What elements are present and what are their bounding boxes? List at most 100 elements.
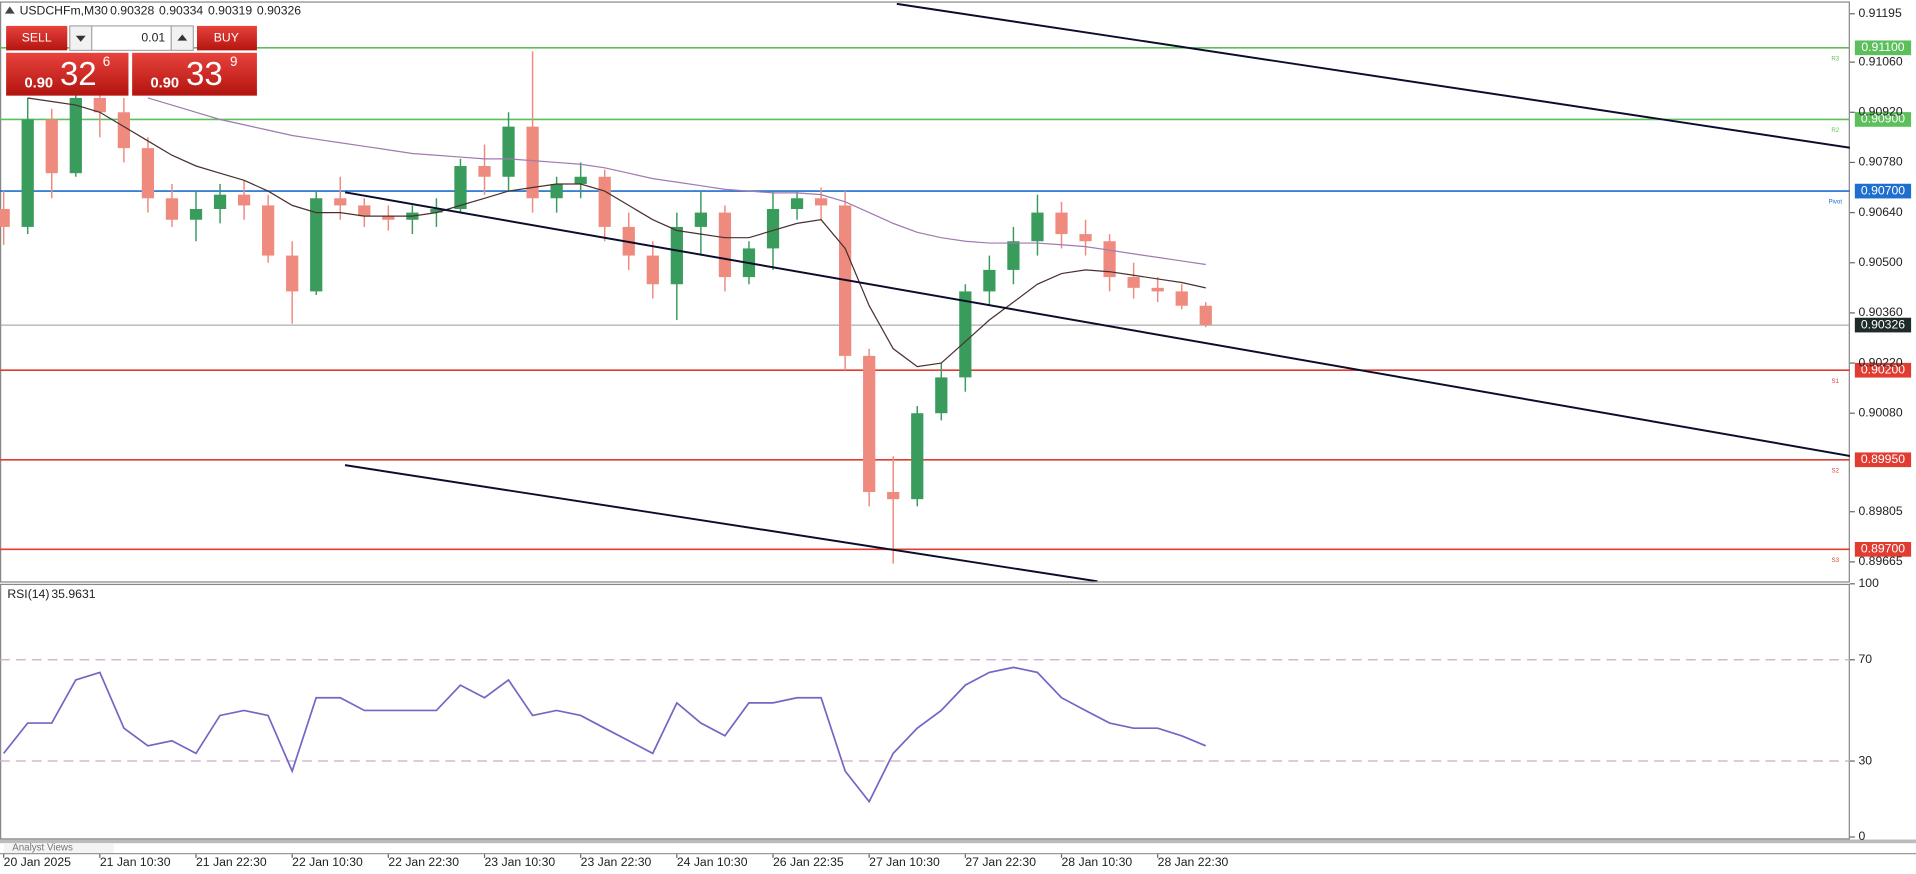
footer-tab[interactable] bbox=[3, 843, 114, 853]
main-panel-frame bbox=[0, 1, 1850, 583]
candle-body bbox=[598, 176, 611, 227]
pivot-level-name: S1 bbox=[1832, 378, 1840, 385]
level-price-box bbox=[1854, 183, 1912, 199]
candle-body bbox=[213, 194, 227, 210]
y-tick-label: 0.89805 bbox=[1858, 504, 1902, 518]
pivot-level-name: Pivot bbox=[1828, 199, 1842, 206]
panel-separator bbox=[0, 839, 1916, 844]
candle-body bbox=[69, 97, 82, 174]
candle-body bbox=[358, 205, 371, 217]
y-tick-label: 30 bbox=[1858, 753, 1872, 767]
y-tick-label: 0.90220 bbox=[1858, 355, 1902, 369]
current-price-box bbox=[1854, 317, 1912, 333]
y-tick-label: 0.90780 bbox=[1858, 155, 1902, 169]
footer-tab-label: Analyst Views bbox=[12, 843, 73, 854]
candle-body bbox=[189, 209, 203, 220]
ohlc-close: 0.90326 bbox=[257, 3, 301, 17]
candle-body bbox=[454, 166, 467, 210]
lot-value: 0.01 bbox=[141, 30, 165, 44]
candle-body bbox=[286, 255, 299, 292]
sell-price-box[interactable] bbox=[6, 52, 129, 96]
candle-body bbox=[502, 126, 515, 177]
moving-average bbox=[27, 97, 1206, 368]
y-tick-label: 100 bbox=[1858, 576, 1879, 590]
x-tick-label: 22 Jan 22:30 bbox=[388, 855, 459, 869]
candle-body bbox=[550, 183, 563, 199]
pivot-level-name: S3 bbox=[1832, 557, 1840, 564]
candle-body bbox=[935, 377, 948, 414]
rsi-title: RSI(14) bbox=[7, 587, 49, 601]
y-tick-label: 0.91060 bbox=[1858, 54, 1902, 68]
level-price-label: 0.89950 bbox=[1861, 452, 1905, 466]
x-tick-label: 27 Jan 10:30 bbox=[869, 855, 940, 869]
buy-button[interactable] bbox=[196, 25, 257, 51]
level-price-label: 0.90200 bbox=[1861, 362, 1905, 376]
symbol: USDCHFm,M30 bbox=[20, 3, 108, 17]
trend-lines bbox=[344, 2, 1850, 582]
x-tick-label: 20 Jan 2025 bbox=[4, 855, 71, 869]
x-tick-label: 24 Jan 10:30 bbox=[677, 855, 748, 869]
y-tick-label: 0.90080 bbox=[1858, 405, 1902, 419]
buy-label: BUY bbox=[214, 30, 239, 44]
y-tick-label: 0.89665 bbox=[1858, 554, 1902, 568]
candle-body bbox=[1151, 287, 1164, 292]
buy-price-sup: 9 bbox=[230, 54, 237, 69]
candle-body bbox=[983, 269, 996, 292]
candle-body bbox=[526, 126, 539, 199]
y-tick-label: 0 bbox=[1858, 829, 1865, 843]
ohlc-high: 0.90334 bbox=[159, 3, 203, 17]
current-price-label: 0.90326 bbox=[1861, 317, 1905, 331]
candle-body bbox=[1007, 241, 1020, 270]
sell-price-big: 0.90 bbox=[24, 75, 53, 91]
y-tick-label: 0.90500 bbox=[1858, 255, 1902, 269]
arrow-down bbox=[75, 35, 86, 42]
candle-body bbox=[911, 413, 924, 500]
buy-price-box[interactable] bbox=[132, 52, 257, 96]
candle-body bbox=[1175, 291, 1188, 306]
candle-body bbox=[790, 198, 804, 210]
level-price-box bbox=[1854, 541, 1912, 557]
candle-body bbox=[117, 112, 130, 149]
candle-body bbox=[382, 216, 395, 220]
candle-body bbox=[21, 119, 34, 227]
candle-body bbox=[237, 194, 251, 206]
candle-body bbox=[1031, 212, 1044, 242]
candle-body bbox=[574, 176, 587, 184]
sell-price-main: 32 bbox=[60, 55, 97, 92]
y-tick-label: 0.90360 bbox=[1858, 305, 1902, 319]
level-price-label: 0.89700 bbox=[1861, 542, 1905, 556]
x-tick-label: 23 Jan 22:30 bbox=[581, 855, 652, 869]
pivot-level-name: R2 bbox=[1831, 127, 1839, 134]
level-price-label: 0.91100 bbox=[1861, 40, 1904, 54]
candle-body bbox=[1127, 277, 1140, 288]
candle-body bbox=[93, 97, 106, 113]
sell-price-sup: 6 bbox=[103, 54, 110, 69]
lot-input[interactable] bbox=[91, 25, 172, 51]
candle-body bbox=[1079, 234, 1092, 242]
sell-button[interactable] bbox=[6, 25, 68, 51]
x-tick-label: 28 Jan 10:30 bbox=[1062, 855, 1133, 869]
collapse-icon[interactable] bbox=[4, 6, 15, 14]
x-tick-label: 23 Jan 10:30 bbox=[485, 855, 556, 869]
level-price-box bbox=[1854, 362, 1912, 378]
x-tick-label: 26 Jan 22:35 bbox=[773, 855, 844, 869]
level-price-box bbox=[1854, 112, 1912, 127]
candle-body bbox=[262, 205, 275, 256]
level-price-label: 0.90700 bbox=[1861, 183, 1905, 197]
candle-body bbox=[670, 226, 683, 285]
candle-body bbox=[478, 166, 491, 177]
candle-body bbox=[766, 209, 780, 249]
buy-price-big: 0.90 bbox=[150, 75, 179, 91]
pivot-level-name: R3 bbox=[1831, 55, 1839, 62]
rsi-panel-frame bbox=[0, 583, 1850, 840]
x-tick-label: 21 Jan 10:30 bbox=[100, 855, 171, 869]
arrow-up bbox=[177, 34, 188, 41]
x-tick-label: 22 Jan 10:30 bbox=[292, 855, 363, 869]
candle-body bbox=[646, 255, 659, 285]
ohlc-open: 0.90328 bbox=[110, 3, 154, 17]
moving-average bbox=[147, 97, 1206, 266]
